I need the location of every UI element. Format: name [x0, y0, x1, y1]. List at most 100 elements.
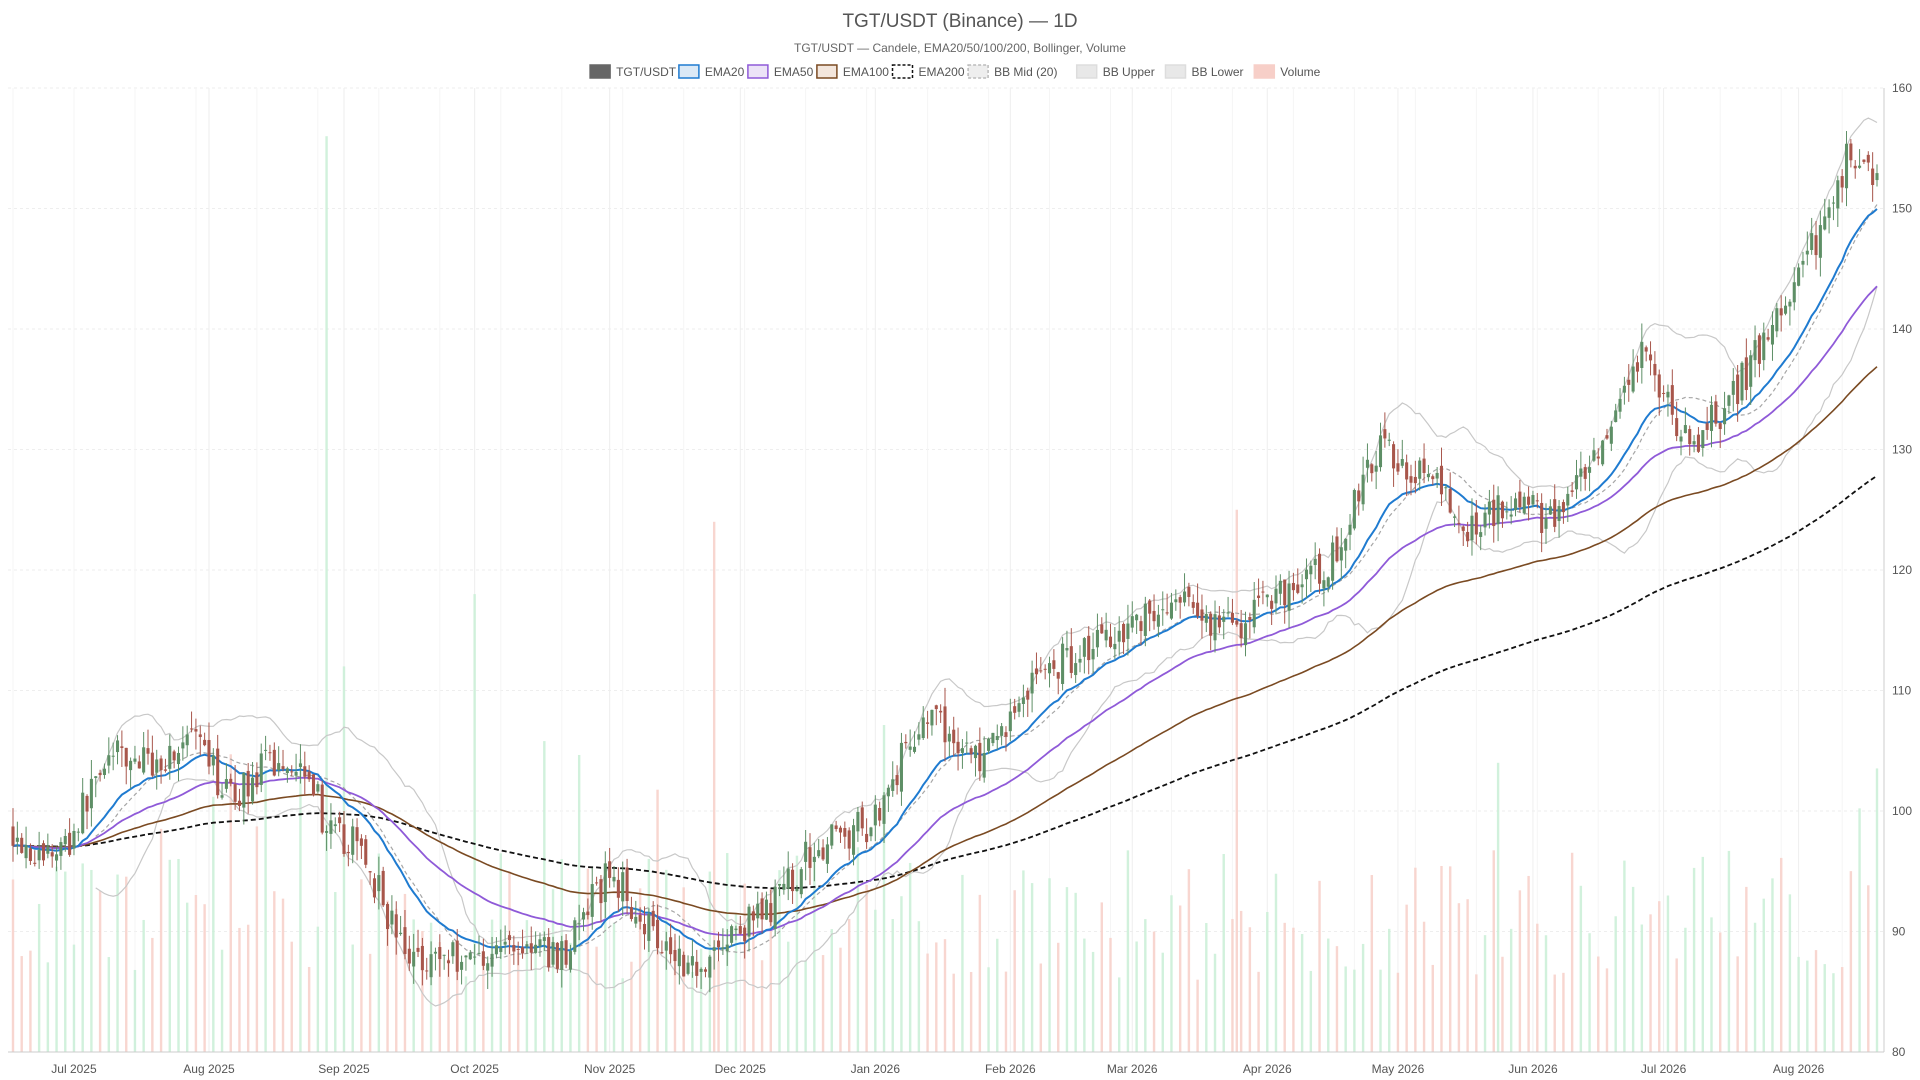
candle-body — [1078, 658, 1082, 663]
candle-body — [198, 734, 202, 738]
candle-body — [1017, 703, 1021, 712]
volume-bar — [1771, 878, 1774, 1052]
candle-body — [1095, 629, 1099, 648]
candle-body — [137, 761, 141, 769]
volume-bar — [1544, 935, 1548, 1052]
candle-body — [1113, 643, 1117, 650]
candle-body — [651, 910, 655, 927]
candle-body — [891, 779, 895, 791]
candle-body — [865, 833, 869, 843]
volume-bar — [159, 828, 163, 1052]
candle-body — [1435, 472, 1439, 479]
y-tick-label: 140 — [1892, 322, 1912, 336]
candle-body — [516, 949, 520, 951]
candle-body — [1322, 580, 1326, 589]
candle-body — [451, 942, 455, 957]
volume-bar — [604, 900, 607, 1052]
candle-body — [1296, 584, 1300, 593]
legend-item: EMA50 — [747, 64, 814, 79]
candle-body — [621, 872, 625, 902]
candle-body — [368, 871, 372, 873]
candles — [11, 131, 1879, 993]
x-tick-label: Aug 2026 — [1773, 1062, 1825, 1076]
volume-bar — [1266, 911, 1269, 1052]
candle-body — [1283, 579, 1287, 606]
candle-body — [359, 838, 363, 846]
candle-body — [1004, 732, 1008, 737]
candle-body — [507, 935, 512, 941]
volume-bar — [1213, 953, 1217, 1052]
volume-bar — [969, 971, 973, 1052]
volume-bar — [1553, 974, 1556, 1052]
candle-body — [616, 879, 620, 898]
candle-body — [1313, 558, 1317, 566]
volume-bar — [299, 759, 302, 1052]
candle-body — [1370, 464, 1374, 474]
y-tick-label: 110 — [1892, 684, 1911, 698]
candle-body — [1640, 341, 1644, 368]
candle-body — [46, 846, 50, 854]
volume-bar — [438, 942, 442, 1052]
volume-bar — [133, 969, 137, 1052]
volume-bar — [1492, 850, 1495, 1052]
volume-bar — [482, 962, 485, 1052]
candle-body — [446, 960, 451, 964]
candle-body — [1191, 602, 1195, 608]
legend-item: BB Mid (20) — [967, 64, 1057, 79]
candle-body — [1866, 154, 1870, 163]
candle-body — [1662, 392, 1666, 394]
volume-bar — [525, 920, 529, 1052]
candle-body — [1871, 168, 1875, 186]
candle-body — [399, 932, 403, 935]
legend-label: BB Mid (20) — [994, 65, 1057, 79]
candle-body — [372, 878, 377, 898]
candle-body — [85, 795, 89, 812]
candle-body — [1139, 621, 1143, 632]
candle-body — [1618, 398, 1622, 412]
volume-bar — [1327, 938, 1330, 1052]
candle-body — [1801, 260, 1805, 265]
volume-bar — [1405, 904, 1408, 1052]
volume-bar — [325, 136, 328, 1052]
candle-body — [1535, 500, 1539, 502]
candle-body — [190, 728, 194, 730]
candle-body — [1304, 569, 1309, 580]
candle-body — [808, 847, 812, 868]
volume-bar — [1849, 871, 1853, 1052]
volume-bar — [1588, 933, 1591, 1052]
candle-body — [1056, 672, 1060, 679]
candle-body — [995, 735, 999, 741]
candle-body — [1505, 511, 1509, 513]
candle-body — [760, 898, 764, 920]
volume-bar — [778, 870, 781, 1052]
candle-body — [973, 745, 978, 759]
volume-bar — [1196, 979, 1199, 1052]
candle-body — [50, 852, 54, 857]
candle-body — [1692, 441, 1696, 445]
volume-bar — [1039, 963, 1043, 1052]
volume-bars — [11, 136, 1879, 1052]
candle-body — [11, 826, 15, 846]
candle-body — [1091, 649, 1095, 660]
candle-body — [1061, 643, 1065, 684]
volume-bar — [1239, 910, 1243, 1052]
candle-body — [55, 854, 59, 861]
volume-bar — [743, 883, 746, 1052]
y-tick-label: 80 — [1892, 1045, 1906, 1059]
volume-bar — [1422, 921, 1426, 1052]
volume-bar — [20, 956, 23, 1052]
candle-body — [1309, 565, 1313, 575]
candle-body — [952, 729, 956, 744]
candle-body — [290, 771, 294, 773]
candle-body — [560, 941, 564, 971]
volume-bar — [1309, 970, 1313, 1052]
candle-body — [1026, 690, 1030, 700]
bb-mid-line — [95, 204, 1878, 959]
volume-bar — [194, 895, 198, 1052]
candle-body — [1230, 612, 1234, 623]
chart-title: TGT/USDT (Binance) — 1D — [842, 11, 1077, 32]
candle-body — [991, 732, 995, 744]
candle-body — [1270, 600, 1274, 609]
legend-label: EMA100 — [843, 65, 889, 79]
candle-body — [1400, 459, 1404, 466]
